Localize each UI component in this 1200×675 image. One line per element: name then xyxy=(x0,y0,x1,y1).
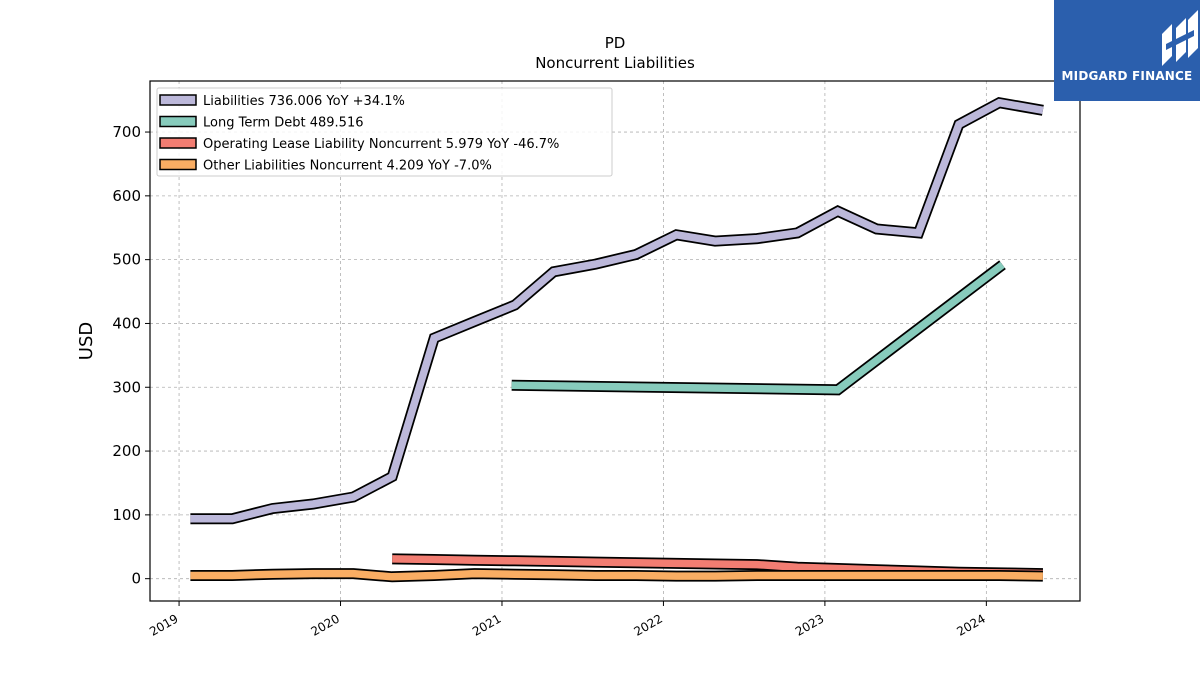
chart-subtitle: Noncurrent Liabilities xyxy=(535,54,695,72)
legend-swatch-3 xyxy=(159,158,197,171)
logo-text: MIDGARD FINANCE xyxy=(1061,69,1193,83)
x-tick-label-3: 2022 xyxy=(631,611,664,638)
y-axis-label: USD xyxy=(76,322,97,360)
y-tick-label-4: 400 xyxy=(112,314,141,332)
series-layer xyxy=(190,96,1044,583)
midgard-logo-icon xyxy=(1162,10,1198,66)
x-tick-label-2: 2021 xyxy=(470,611,503,638)
y-tick-label-2: 200 xyxy=(112,442,141,460)
chart-title: PD xyxy=(605,34,626,52)
legend-swatch-1 xyxy=(159,115,197,128)
series-line-3 xyxy=(190,569,1043,581)
legend-swatch-2 xyxy=(159,137,197,149)
y-tick-label-5: 500 xyxy=(112,251,141,269)
legend: Liabilities 736.006 YoY +34.1% Long Term … xyxy=(156,87,613,177)
y-axis: 0 100 200 300 400 500 600 700 xyxy=(112,123,150,588)
legend-label-1: Long Term Debt 489.516 xyxy=(203,116,363,131)
y-tick-label-3: 300 xyxy=(112,378,141,396)
x-tick-label-4: 2023 xyxy=(793,611,826,638)
series-line-1 xyxy=(511,261,1005,394)
y-tick-label-1: 100 xyxy=(112,506,141,524)
y-tick-label-7: 700 xyxy=(112,123,141,141)
series-1 xyxy=(511,260,1006,396)
y-tick-label-0: 0 xyxy=(131,570,141,588)
legend-label-0: Liabilities 736.006 YoY +34.1% xyxy=(203,94,405,109)
series-line-0 xyxy=(190,98,1044,523)
series-0 xyxy=(190,96,1044,525)
legend-box xyxy=(156,87,613,177)
x-tick-label-1: 2020 xyxy=(309,611,342,638)
x-tick-label-0: 2019 xyxy=(147,611,180,638)
y-tick-label-6: 600 xyxy=(112,187,141,205)
midgard-finance-logo: MIDGARD FINANCE xyxy=(1054,0,1200,101)
legend-label-3: Other Liabilities Noncurrent 4.209 YoY -… xyxy=(203,159,492,174)
legend-label-2: Operating Lease Liability Noncurrent 5.9… xyxy=(203,137,559,152)
x-axis: 2019 2020 2021 2022 2023 2024 xyxy=(147,601,988,639)
x-tick-label-5: 2024 xyxy=(954,611,987,638)
legend-swatch-0 xyxy=(159,94,197,106)
series-outline-1 xyxy=(511,260,1006,396)
series-3 xyxy=(190,568,1043,583)
plot-frame xyxy=(149,80,1081,602)
